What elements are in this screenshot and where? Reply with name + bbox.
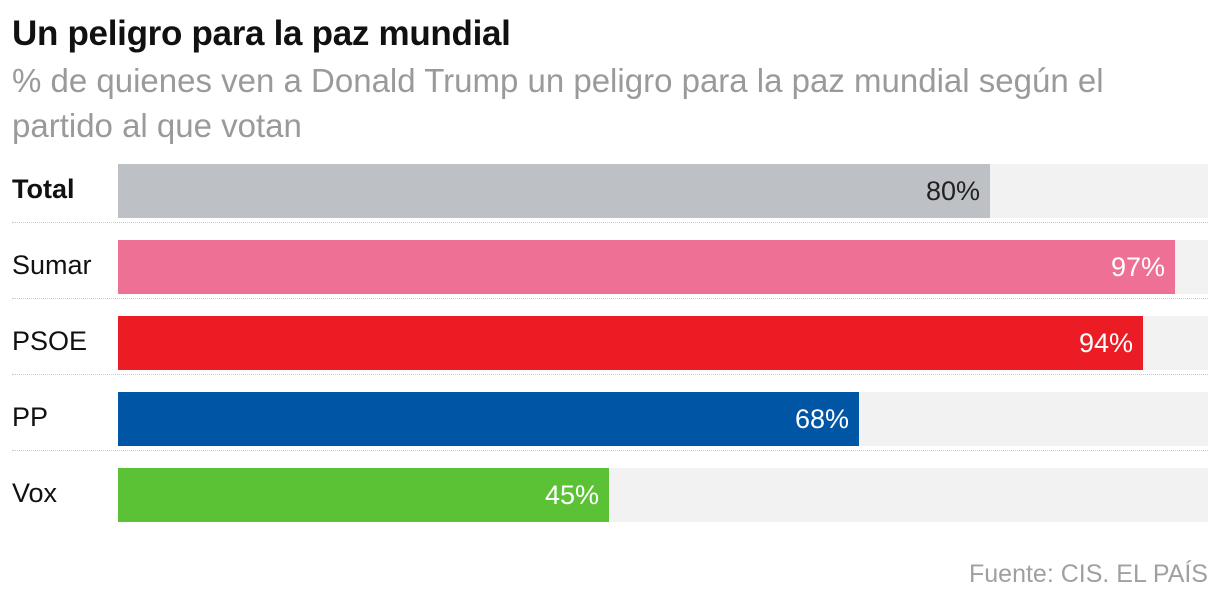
bar-row-sumar: Sumar 97% [0,226,1220,302]
bar: 45% [118,468,609,522]
chart-subtitle: % de quienes ven a Donald Trump un pelig… [12,62,1104,144]
bar-track: 80% [118,164,1208,218]
chart-title: Un peligro para la paz mundial [12,14,511,53]
value-label: 97% [1110,252,1165,282]
bar-row-pp: PP 68% [0,378,1220,454]
category-label: PP [12,402,49,432]
bar-row-psoe: PSOE 94% [0,302,1220,378]
bar-track: 45% [118,468,1208,522]
bar-track: 97% [118,240,1208,294]
source-note: Fuente: CIS. EL PAÍS [968,560,1208,588]
bar-row-vox: Vox 45% [0,454,1220,530]
category-label: Vox [12,478,58,508]
row-divider [12,374,1208,375]
value-label: 80% [925,176,980,206]
category-label: Total [12,174,75,204]
row-divider [12,298,1208,299]
row-divider [12,222,1208,223]
category-label: Sumar [12,250,92,280]
bar: 68% [118,392,859,446]
value-label: 94% [1078,328,1133,358]
category-label: PSOE [12,326,88,356]
bar-track: 94% [118,316,1208,370]
bar-row-total: Total 80% [0,150,1220,226]
value-label: 68% [794,404,849,434]
bar: 80% [118,164,990,218]
bar: 94% [118,316,1143,370]
row-divider [12,450,1208,451]
value-label: 45% [544,480,599,510]
bar: 97% [118,240,1175,294]
bar-track: 68% [118,392,1208,446]
bar-chart: Total 80% Sumar 97% PSOE 94% PP 68% Vox 45% [0,150,1220,540]
